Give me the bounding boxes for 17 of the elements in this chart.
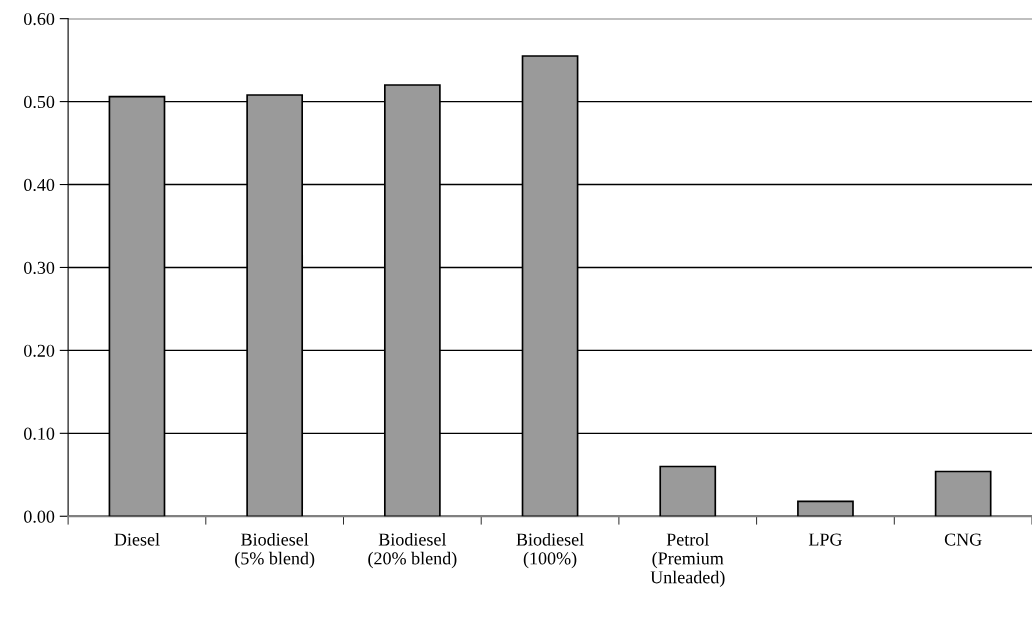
y-tick-label: 0.00 xyxy=(24,510,55,523)
bar xyxy=(797,500,854,517)
y-tick-label: 0.40 xyxy=(24,178,55,192)
x-tick-label: CNG xyxy=(944,533,982,546)
x-tick-label: Biodiesel (100%) xyxy=(516,532,584,569)
x-tick-label: LPG xyxy=(808,533,842,546)
y-tick-label: 0.60 xyxy=(24,12,55,26)
y-tick-label: 0.10 xyxy=(24,427,55,440)
bar xyxy=(659,465,717,517)
y-tick-label: 0.20 xyxy=(24,344,55,357)
x-tick-label: Biodiesel (5% blend) xyxy=(235,532,315,569)
x-tick-label: Biodiesel (20% blend) xyxy=(368,532,457,569)
bar xyxy=(934,470,992,517)
x-tick-label: Petrol (Premium Unleaded) xyxy=(650,532,725,588)
y-tick-label: 0.50 xyxy=(24,95,55,109)
x-tick-label: Diesel xyxy=(114,532,160,546)
y-tick-label: 0.30 xyxy=(24,261,55,274)
